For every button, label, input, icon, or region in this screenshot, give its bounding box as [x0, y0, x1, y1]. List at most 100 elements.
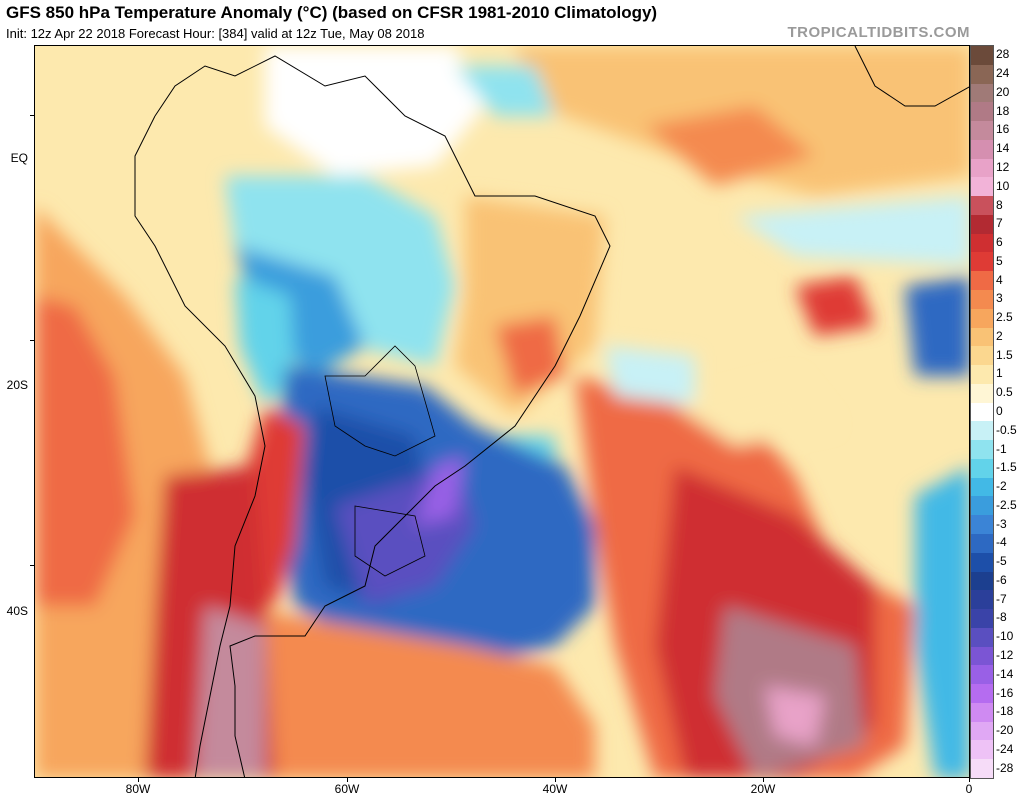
colorbar-swatch [971, 646, 993, 666]
colorbar-swatch [971, 346, 993, 366]
lon-label-80w: 80W [125, 782, 151, 796]
colorbar-swatch [971, 458, 993, 479]
colorbar-label: -0.5 [996, 422, 1017, 437]
colorbar-swatch [971, 365, 993, 385]
lon-label-40w: 40W [542, 782, 568, 796]
colorbar-label: -3 [996, 516, 1007, 531]
colorbar-swatch [971, 702, 993, 723]
colorbar-label: 7 [996, 216, 1003, 231]
lon-tick [969, 778, 970, 782]
colorbar-swatch [971, 308, 993, 329]
colorbar-swatch [971, 552, 993, 573]
lon-label-20w: 20W [750, 782, 776, 796]
colorbar-swatch [971, 402, 993, 422]
site-watermark: TROPICALTIDBITS.COM [787, 24, 970, 41]
colorbar-swatch [971, 290, 993, 310]
lon-tick [138, 778, 139, 782]
colorbar-swatch [971, 665, 993, 685]
colorbar-label: -1.5 [996, 460, 1017, 475]
lat-label-20s: 20S [6, 378, 28, 392]
colorbar-label: -7 [996, 591, 1007, 606]
colorbar-label: 14 [996, 141, 1010, 156]
colorbar-swatch [971, 102, 993, 122]
colorbar-label: 1 [996, 366, 1003, 381]
colorbar-label: -24 [996, 741, 1014, 756]
colorbar-label: -8 [996, 610, 1007, 625]
colorbar-swatch [971, 327, 993, 347]
colorbar-swatch [971, 121, 993, 141]
colorbar-swatch [971, 477, 993, 497]
colorbar-swatch [971, 515, 993, 535]
colorbar-label: -14 [996, 666, 1014, 681]
colorbar-swatch [971, 627, 993, 648]
colorbar-swatch [971, 759, 993, 779]
lat-tick [30, 340, 34, 341]
colorbar [970, 45, 994, 779]
colorbar-swatch [971, 46, 993, 66]
map-canvas [35, 46, 969, 777]
colorbar-label: -2.5 [996, 497, 1017, 512]
colorbar-label: 0 [996, 404, 1003, 418]
colorbar-swatch [971, 721, 993, 741]
colorbar-label: -4 [996, 535, 1007, 550]
colorbar-swatch [971, 534, 993, 554]
colorbar-label: 4 [996, 272, 1003, 287]
colorbar-label: 10 [996, 178, 1010, 193]
colorbar-swatch [971, 440, 993, 460]
colorbar-label: 28 [996, 47, 1010, 62]
colorbar-label: -12 [996, 648, 1014, 662]
map-title: GFS 850 hPa Temperature Anomaly (°C) (ba… [6, 3, 658, 22]
colorbar-label: 6 [996, 235, 1003, 250]
colorbar-label: -1 [996, 441, 1007, 456]
colorbar-label: -16 [996, 685, 1014, 700]
colorbar-swatch [971, 196, 993, 216]
lon-label-60w: 60W [334, 782, 360, 796]
colorbar-swatch [971, 571, 993, 591]
colorbar-label: -2 [996, 479, 1007, 494]
colorbar-label: -5 [996, 554, 1007, 569]
map-subtitle: Init: 12z Apr 22 2018 Forecast Hour: [38… [6, 26, 425, 41]
colorbar-swatch [971, 421, 993, 441]
colorbar-label: 20 [996, 84, 1010, 99]
lat-tick [30, 565, 34, 566]
lat-tick [30, 115, 34, 116]
lat-label-40s: 40S [6, 604, 28, 618]
colorbar-swatch [971, 64, 993, 85]
colorbar-swatch [971, 609, 993, 629]
colorbar-label: 12 [996, 160, 1010, 174]
colorbar-label: 24 [996, 66, 1010, 81]
colorbar-swatch [971, 83, 993, 103]
colorbar-label: 1.5 [996, 347, 1013, 362]
lon-tick [763, 778, 764, 782]
coastlines [134, 46, 969, 777]
colorbar-label: -18 [996, 704, 1014, 719]
colorbar-swatch [971, 740, 993, 760]
anomaly-map [34, 45, 970, 778]
colorbar-swatch [971, 214, 993, 235]
colorbar-label: 2.5 [996, 310, 1013, 325]
lon-tick [347, 778, 348, 782]
colorbar-swatch [971, 271, 993, 291]
colorbar-label: 18 [996, 103, 1010, 118]
lon-label-0: 0 [965, 782, 973, 796]
colorbar-swatch [971, 233, 993, 253]
lat-label-eq: EQ [10, 151, 28, 165]
colorbar-label: 0.5 [996, 385, 1013, 400]
colorbar-swatch [971, 590, 993, 610]
colorbar-swatch [971, 684, 993, 704]
colorbar-label: 8 [996, 197, 1003, 212]
anomaly-field [35, 46, 969, 777]
colorbar-swatch [971, 252, 993, 272]
colorbar-label: -28 [996, 760, 1014, 775]
colorbar-label: -20 [996, 723, 1014, 738]
colorbar-label: -10 [996, 629, 1014, 644]
colorbar-label: 5 [996, 253, 1003, 268]
colorbar-swatch [971, 383, 993, 404]
colorbar-swatch [971, 139, 993, 160]
colorbar-label: 16 [996, 122, 1010, 137]
colorbar-swatch [971, 158, 993, 178]
lon-tick [555, 778, 556, 782]
colorbar-label: 3 [996, 291, 1003, 306]
colorbar-swatch [971, 177, 993, 197]
colorbar-swatch [971, 496, 993, 516]
